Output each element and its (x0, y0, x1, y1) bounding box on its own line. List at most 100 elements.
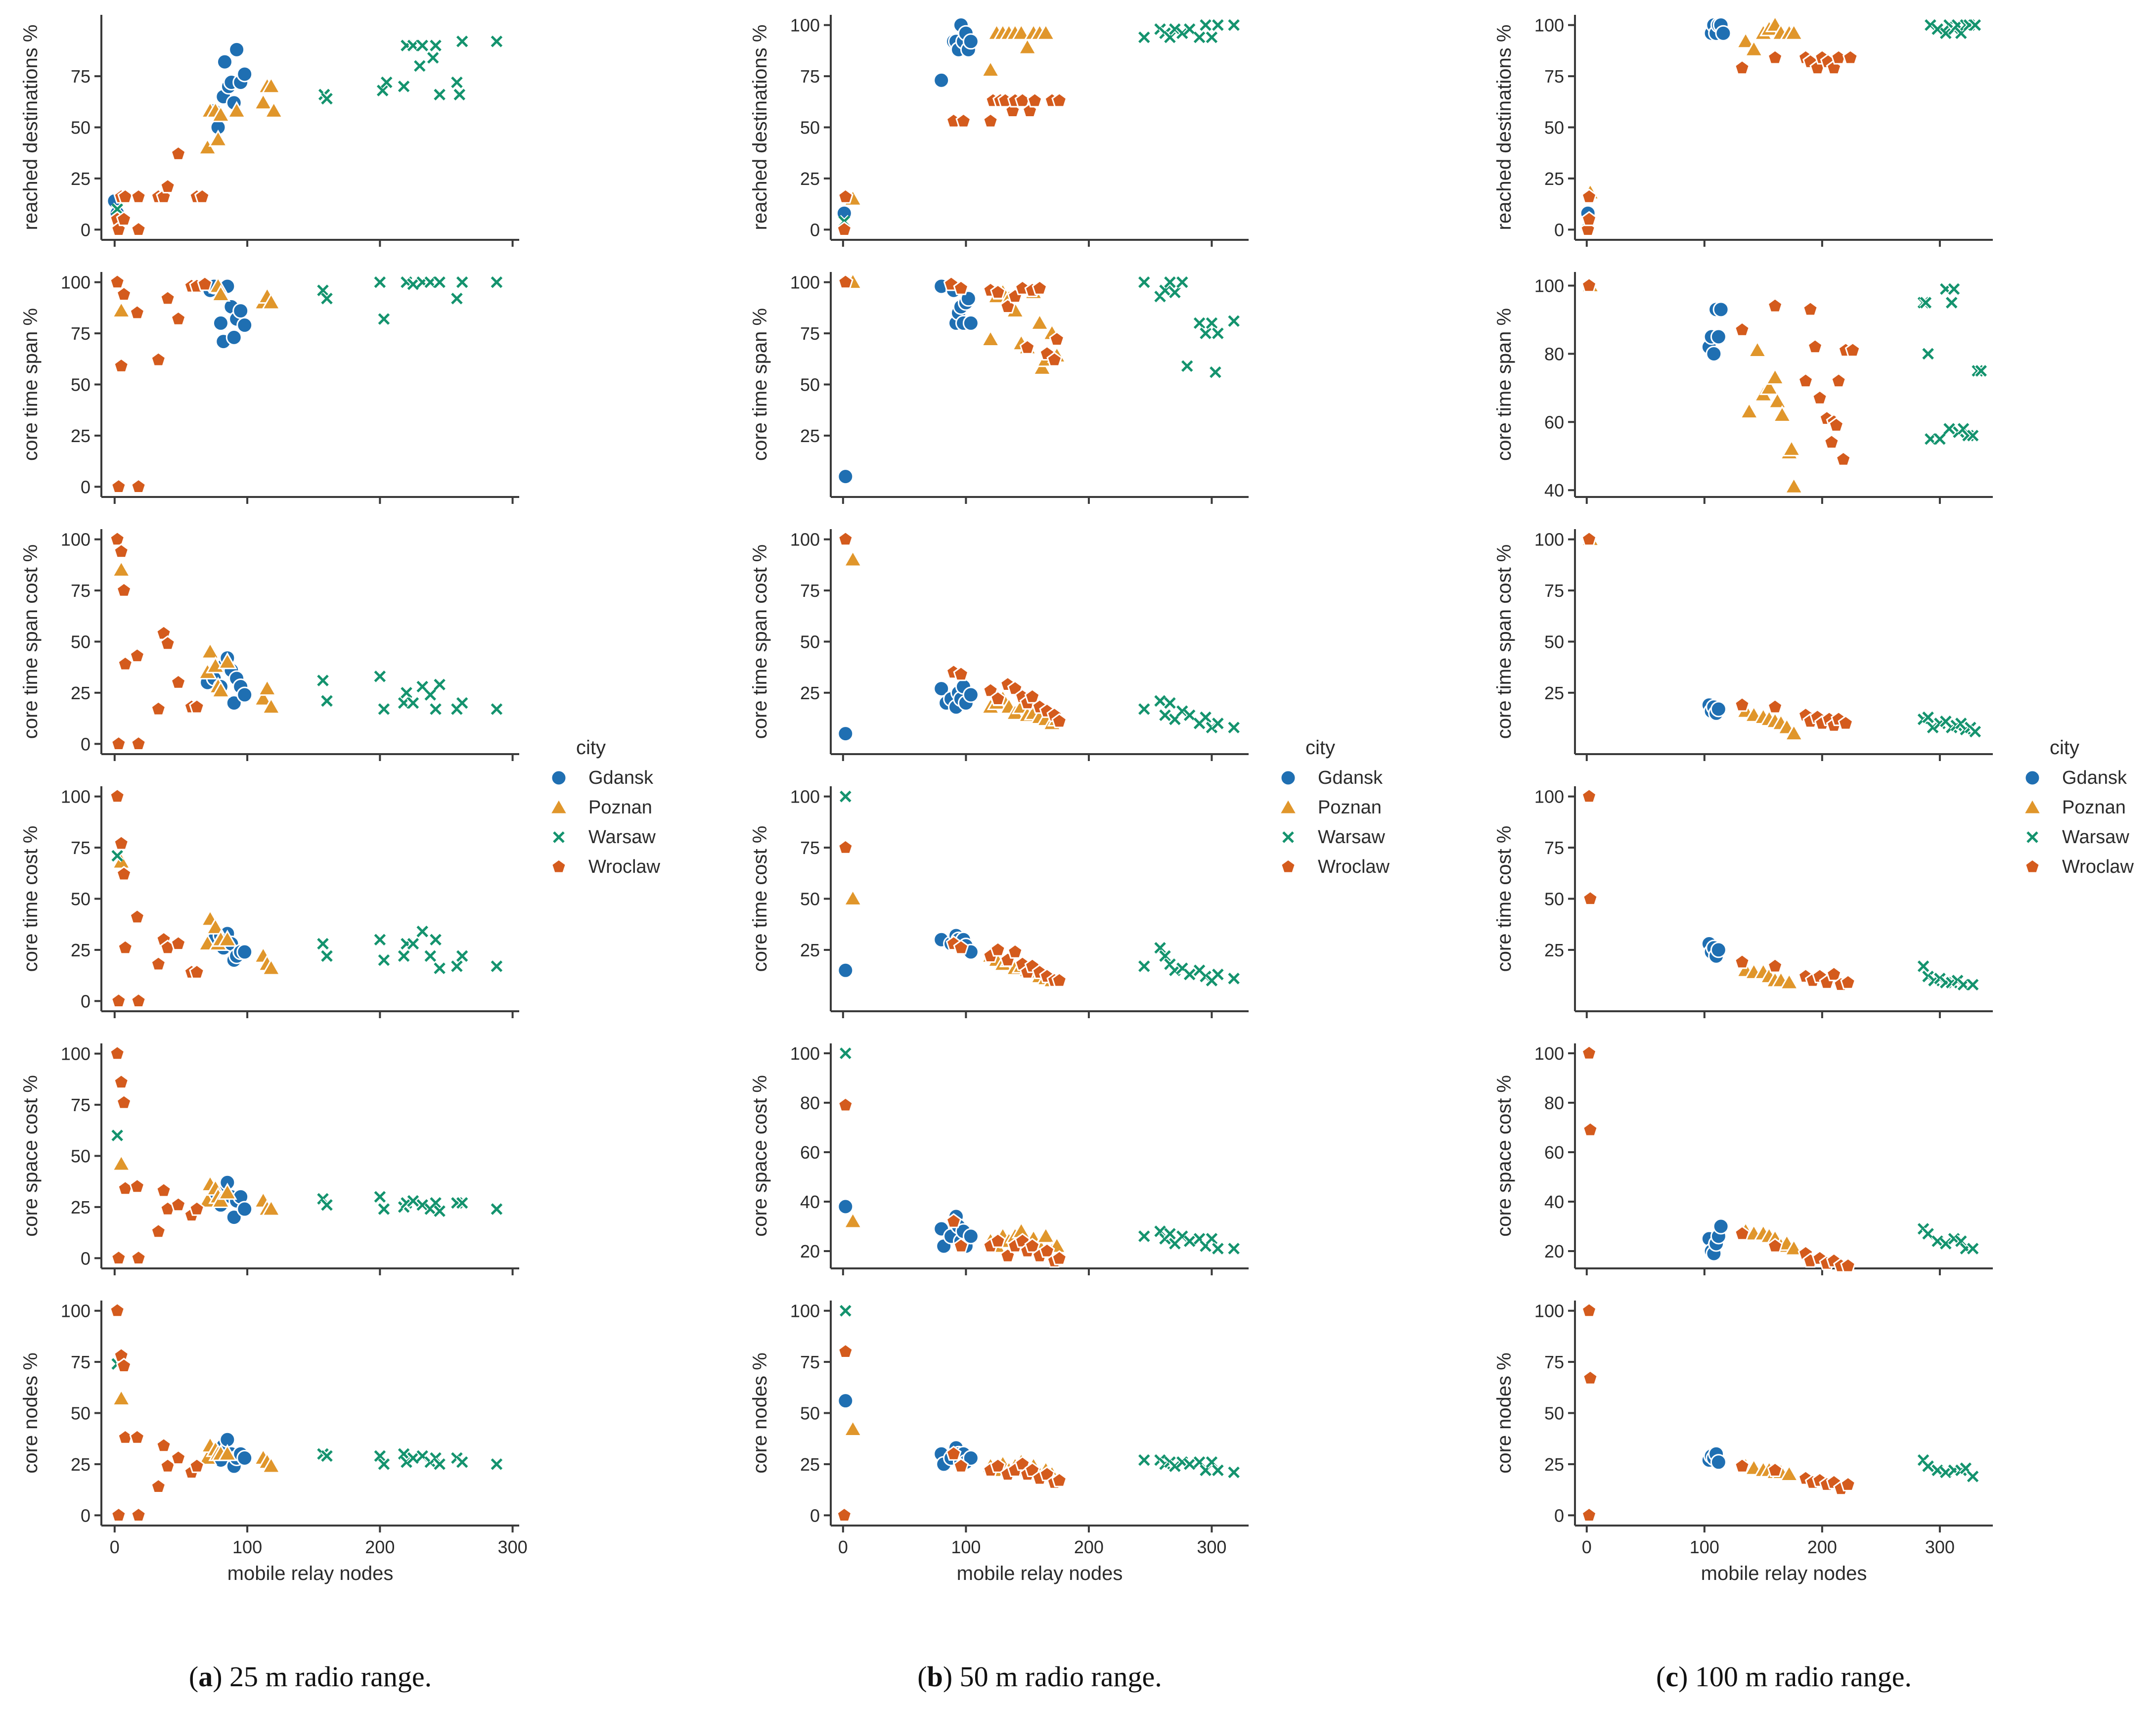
point-warsaw (1919, 296, 1932, 310)
y-axis-label: core time span cost % (20, 544, 42, 739)
y-tick-label: 0 (81, 220, 90, 240)
point-warsaw (424, 688, 437, 702)
point-wroclaw (110, 735, 127, 751)
x-tick-label: 0 (110, 1537, 120, 1557)
y-tick-label: 100 (790, 272, 820, 293)
y-tick-label: 100 (1534, 15, 1564, 36)
point-wroclaw (1823, 434, 1840, 450)
point-wroclaw (1046, 352, 1063, 367)
point-poznan (1017, 37, 1037, 55)
point-wroclaw (1039, 1243, 1055, 1258)
point-wroclaw (1051, 1472, 1068, 1487)
x-axis-label: mobile relay nodes (1701, 1563, 1867, 1584)
point-poznan (200, 641, 220, 659)
point-poznan (218, 929, 237, 947)
point-warsaw (429, 1196, 443, 1210)
y-tick-label: 50 (800, 375, 820, 395)
point-warsaw (433, 961, 447, 975)
y-tick-label: 100 (790, 530, 820, 550)
point-warsaw (433, 678, 447, 691)
panel-c-2: 40 60 80 100 core time span % (1493, 272, 1993, 504)
panel-c-1: 0 25 50 75 100 reached destinations % (1493, 15, 1993, 247)
point-gdansk (837, 725, 854, 742)
y-axis-label: core time span % (749, 308, 771, 461)
y-tick-label: 20 (1544, 1241, 1564, 1261)
y-tick-label: 25 (800, 683, 820, 703)
point-poznan (1784, 477, 1804, 494)
y-tick-label: 75 (71, 323, 90, 344)
point-wroclaw (110, 1250, 127, 1265)
point-wroclaw (117, 939, 134, 955)
point-wroclaw (116, 211, 132, 226)
y-tick-label: 75 (800, 66, 820, 87)
point-poznan (1036, 23, 1056, 41)
y-tick-label: 25 (71, 169, 90, 189)
point-warsaw (373, 275, 387, 289)
y-tick-label: 80 (800, 1093, 820, 1113)
y-tick-label: 100 (790, 1043, 820, 1064)
point-wroclaw (117, 1180, 134, 1196)
x-tick-label: 0 (838, 1537, 848, 1557)
point-warsaw (373, 1449, 387, 1463)
legend: city Gdansk Poznan Warsaw Wroclaw (2022, 737, 2134, 877)
point-wroclaw (1581, 1507, 1597, 1522)
point-gdansk (1715, 25, 1732, 42)
point-wroclaw (837, 839, 853, 854)
y-tick-label: 25 (1544, 940, 1564, 960)
y-tick-label: 75 (71, 66, 90, 87)
point-gdansk (236, 317, 253, 334)
point-warsaw (1209, 365, 1222, 379)
point-wroclaw (170, 1196, 186, 1212)
point-wroclaw (189, 964, 205, 979)
point-warsaw (424, 949, 437, 963)
point-warsaw (320, 1449, 334, 1463)
y-tick-label: 40 (1544, 480, 1564, 500)
legend-label-gdansk: Gdansk (2062, 767, 2127, 788)
point-warsaw (1175, 704, 1189, 718)
point-wroclaw (1582, 890, 1598, 906)
point-warsaw (1921, 1227, 1935, 1241)
y-tick-label: 100 (1534, 530, 1564, 550)
point-warsaw (433, 1457, 447, 1471)
point-poznan (843, 889, 863, 906)
y-tick-label: 75 (1544, 838, 1564, 858)
point-poznan (218, 652, 237, 670)
y-axis-label: core nodes % (749, 1352, 771, 1474)
point-warsaw (406, 696, 420, 710)
point-wroclaw (1840, 974, 1856, 989)
y-tick-label: 100 (1534, 1301, 1564, 1321)
point-wroclaw (131, 735, 147, 751)
legend-label-wroclaw: Wroclaw (588, 856, 661, 877)
point-warsaw (1969, 18, 1982, 32)
point-warsaw (373, 670, 387, 683)
point-gdansk (1712, 301, 1729, 318)
point-warsaw (490, 1202, 503, 1216)
point-poznan (218, 1443, 237, 1461)
y-tick-label: 25 (1544, 1454, 1564, 1475)
legend-marker-wroclaw (550, 858, 567, 874)
point-gdansk (962, 1228, 979, 1245)
y-tick-label: 60 (1544, 1142, 1564, 1163)
point-warsaw (839, 1304, 853, 1317)
point-poznan (1739, 402, 1759, 419)
y-tick-label: 0 (81, 1248, 90, 1268)
point-poznan (261, 1456, 281, 1474)
point-wroclaw (1024, 688, 1040, 704)
point-gdansk (216, 53, 233, 70)
legend-label-warsaw: Warsaw (1318, 827, 1385, 848)
point-wroclaw (113, 543, 130, 559)
point-wroclaw (836, 221, 853, 236)
point-wroclaw (1802, 301, 1819, 316)
point-warsaw (1227, 721, 1241, 734)
point-poznan (1011, 23, 1032, 41)
y-tick-label: 25 (71, 683, 90, 703)
panel-b-1: 0 25 50 75 100 reached destinations % (749, 15, 1249, 247)
point-warsaw (377, 1202, 391, 1216)
point-warsaw (839, 1046, 853, 1060)
legend-label-poznan: Poznan (588, 797, 652, 818)
legend-marker-wroclaw (2024, 858, 2041, 874)
x-tick-label: 0 (1582, 1537, 1592, 1557)
point-warsaw (1921, 1459, 1935, 1473)
point-wroclaw (116, 582, 132, 597)
